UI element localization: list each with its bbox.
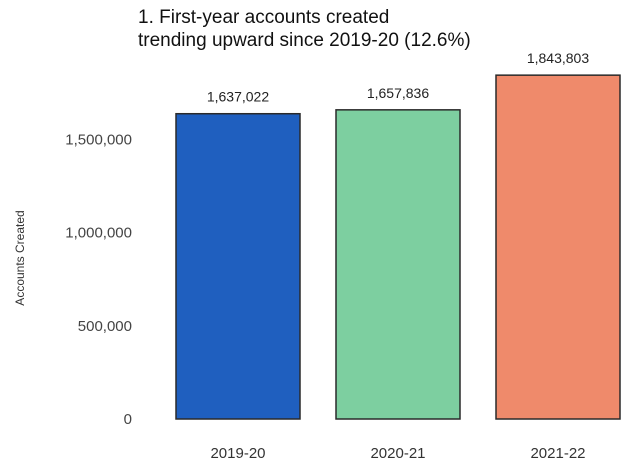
data-labels: 1,637,022 1,657,836 1,843,803 (207, 50, 589, 105)
x-tick-label-2020-21: 2020-21 (370, 445, 425, 462)
x-axis-ticks: 2019-20 2020-21 2021-22 (210, 445, 585, 462)
y-tick-label-3: 1,500,000 (65, 131, 132, 148)
y-tick-label-1: 500,000 (78, 318, 132, 335)
bar-2020-21 (335, 109, 461, 420)
y-axis-title: Accounts Created (13, 210, 27, 305)
data-label-2021-22: 1,843,803 (527, 50, 589, 66)
bar-2019-20 (175, 112, 301, 420)
chart-title: 1. First-year accounts created trending … (138, 6, 558, 52)
x-tick-label-2021-22: 2021-22 (530, 445, 585, 462)
y-tick-label-2: 1,000,000 (65, 225, 132, 242)
data-label-2020-21: 1,657,836 (367, 85, 429, 101)
bars (175, 74, 621, 420)
y-tick-label-0: 0 (124, 411, 132, 428)
chart-title-line-2: trending upward since 2019-20 (12.6%) (138, 30, 471, 51)
data-label-2019-20: 1,637,022 (207, 89, 269, 105)
bar-2021-22 (495, 74, 621, 420)
x-tick-label-2019-20: 2019-20 (210, 445, 265, 462)
y-axis-ticks: 0 500,000 1,000,000 1,500,000 (65, 131, 132, 428)
chart-title-line-1: 1. First-year accounts created (138, 7, 390, 28)
